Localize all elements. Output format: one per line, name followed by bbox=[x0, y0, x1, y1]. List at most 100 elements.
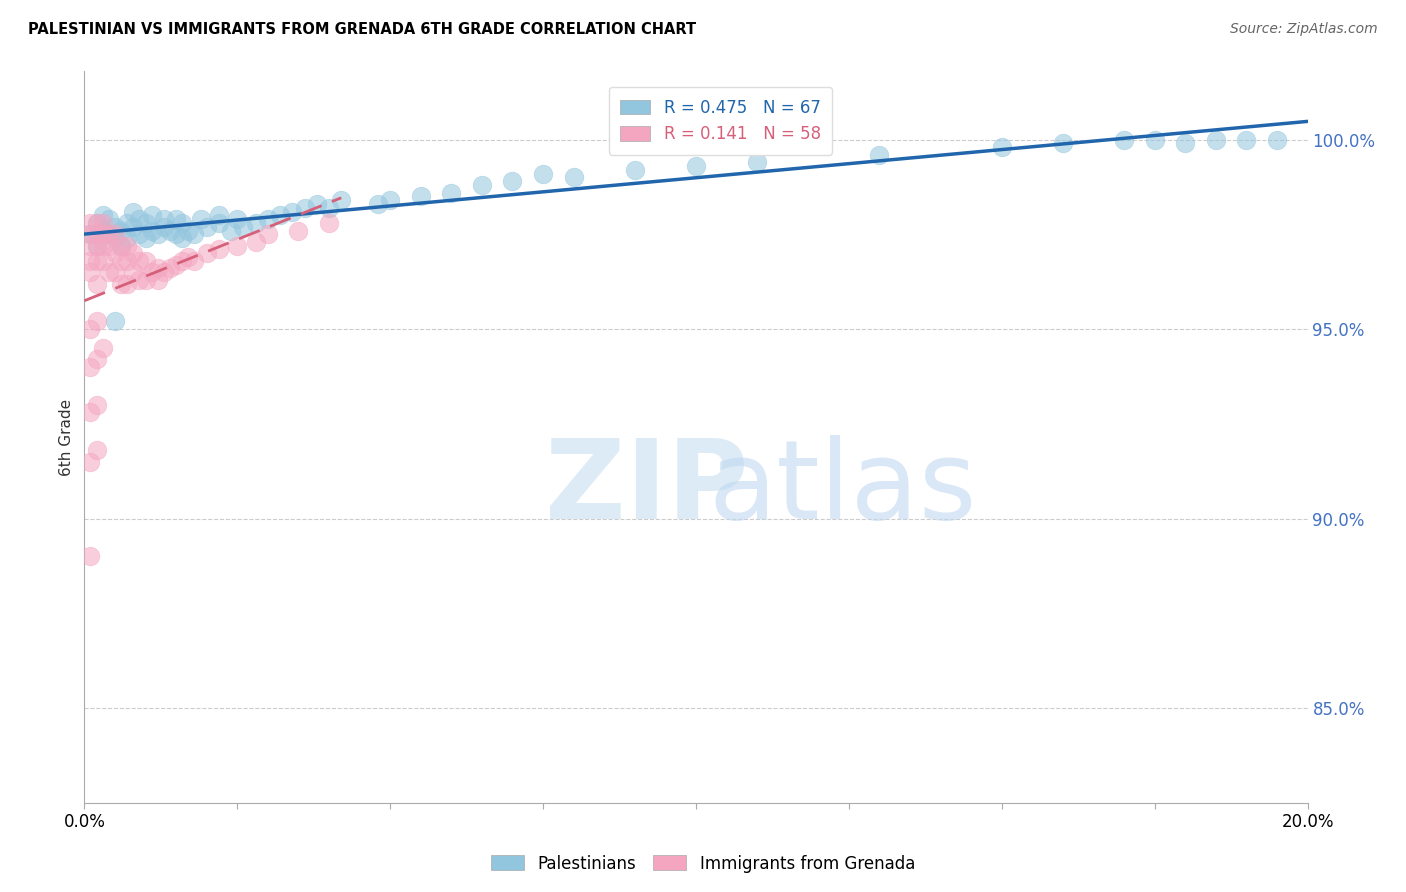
Point bbox=[91, 253, 114, 268]
Point bbox=[380, 193, 402, 207]
Point bbox=[135, 231, 157, 245]
Point bbox=[91, 227, 114, 242]
Point bbox=[165, 227, 187, 242]
Point bbox=[128, 253, 150, 268]
Point bbox=[177, 223, 200, 237]
Point bbox=[409, 189, 432, 203]
Point bbox=[257, 227, 280, 242]
Point bbox=[115, 216, 138, 230]
Point bbox=[91, 216, 114, 230]
Point bbox=[146, 261, 169, 276]
Point bbox=[141, 208, 163, 222]
Point bbox=[153, 212, 176, 227]
Point bbox=[86, 352, 108, 367]
Point bbox=[104, 246, 127, 260]
Point bbox=[531, 167, 554, 181]
Text: Source: ZipAtlas.com: Source: ZipAtlas.com bbox=[1230, 22, 1378, 37]
Point bbox=[97, 238, 120, 252]
Point bbox=[97, 212, 120, 227]
Point bbox=[624, 162, 647, 177]
Text: ZIP: ZIP bbox=[546, 434, 749, 541]
Point bbox=[146, 227, 169, 242]
Point bbox=[177, 250, 200, 264]
Point bbox=[1174, 136, 1197, 151]
Point bbox=[79, 322, 101, 336]
Point bbox=[110, 253, 132, 268]
Point bbox=[79, 405, 101, 419]
Point bbox=[869, 147, 891, 161]
Point bbox=[79, 227, 101, 242]
Point bbox=[172, 216, 194, 230]
Point bbox=[165, 258, 187, 272]
Point bbox=[110, 238, 132, 252]
Point bbox=[104, 314, 127, 328]
Point bbox=[159, 261, 181, 276]
Point bbox=[991, 140, 1014, 154]
Point bbox=[135, 253, 157, 268]
Point bbox=[305, 197, 328, 211]
Point bbox=[97, 227, 120, 242]
Point bbox=[165, 212, 187, 227]
Point bbox=[110, 238, 132, 252]
Point bbox=[153, 219, 176, 234]
Point bbox=[1052, 136, 1074, 151]
Point bbox=[1114, 132, 1136, 146]
Point bbox=[97, 265, 120, 279]
Point bbox=[79, 359, 101, 374]
Point bbox=[330, 193, 353, 207]
Point bbox=[1265, 132, 1288, 146]
Point bbox=[128, 212, 150, 227]
Point bbox=[294, 201, 316, 215]
Point bbox=[86, 443, 108, 458]
Point bbox=[141, 223, 163, 237]
Point bbox=[128, 273, 150, 287]
Point bbox=[153, 265, 176, 279]
Point bbox=[1143, 132, 1166, 146]
Point bbox=[471, 178, 494, 192]
Point bbox=[208, 216, 231, 230]
Text: PALESTINIAN VS IMMIGRANTS FROM GRENADA 6TH GRADE CORRELATION CHART: PALESTINIAN VS IMMIGRANTS FROM GRENADA 6… bbox=[28, 22, 696, 37]
Point bbox=[195, 246, 218, 260]
Point bbox=[281, 204, 304, 219]
Point bbox=[79, 253, 101, 268]
Point bbox=[245, 216, 267, 230]
Point bbox=[104, 219, 127, 234]
Point bbox=[172, 253, 194, 268]
Point bbox=[219, 223, 242, 237]
Point bbox=[208, 208, 231, 222]
Point bbox=[91, 238, 114, 252]
Point bbox=[159, 223, 181, 237]
Point bbox=[79, 455, 101, 469]
Point bbox=[104, 227, 127, 242]
Point bbox=[190, 212, 212, 227]
Point bbox=[226, 212, 249, 227]
Point bbox=[367, 197, 389, 211]
Point bbox=[79, 227, 101, 242]
Point bbox=[232, 219, 254, 234]
Legend: Palestinians, Immigrants from Grenada: Palestinians, Immigrants from Grenada bbox=[484, 848, 922, 880]
Point bbox=[318, 201, 340, 215]
Point bbox=[122, 246, 145, 260]
Point bbox=[122, 204, 145, 219]
Point bbox=[135, 273, 157, 287]
Point bbox=[287, 223, 309, 237]
Point bbox=[245, 235, 267, 249]
Point bbox=[86, 238, 108, 252]
Point bbox=[135, 216, 157, 230]
Point bbox=[86, 314, 108, 328]
Point bbox=[562, 170, 585, 185]
Point bbox=[115, 253, 138, 268]
Point bbox=[91, 208, 114, 222]
Point bbox=[115, 231, 138, 245]
Point bbox=[115, 238, 138, 252]
Point bbox=[172, 231, 194, 245]
Point bbox=[79, 265, 101, 279]
Point bbox=[86, 216, 108, 230]
Point bbox=[183, 253, 205, 268]
Point bbox=[122, 265, 145, 279]
Point bbox=[747, 155, 769, 169]
Point bbox=[91, 223, 114, 237]
Point bbox=[195, 219, 218, 234]
Point bbox=[110, 277, 132, 291]
Point bbox=[1205, 132, 1227, 146]
